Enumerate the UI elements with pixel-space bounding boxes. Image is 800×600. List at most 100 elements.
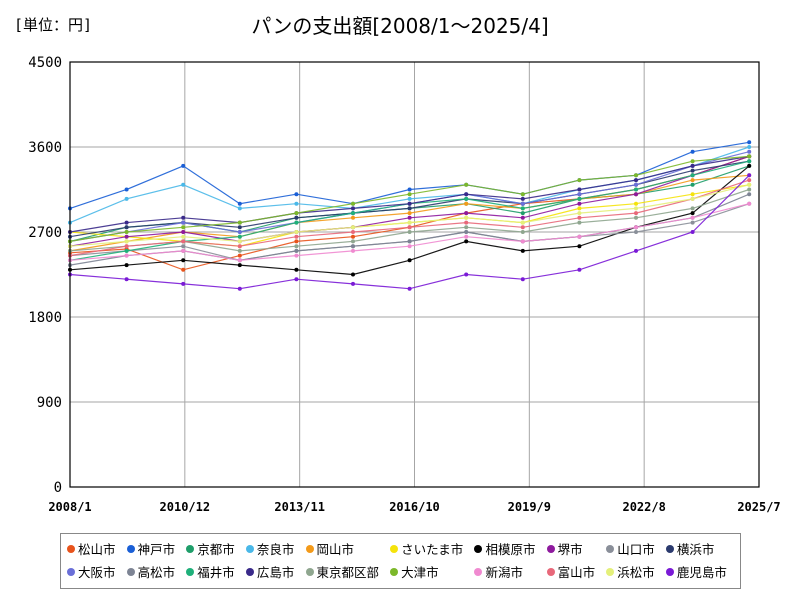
x-tick-label: 2022/8 [622,500,665,514]
series-point [237,206,242,211]
series-point [690,173,695,178]
series-point [520,220,525,225]
legend-label: 大津市 [401,565,439,580]
series-point [520,201,525,206]
series-point [294,253,299,258]
series-line [68,178,752,258]
series-point [294,248,299,253]
legend-label: 岡山市 [316,542,355,557]
legend-item: 新潟市 [474,562,542,581]
series-point [351,281,355,286]
legend-label: 高松市 [137,565,176,580]
series-point [124,253,129,258]
series-point [124,234,129,239]
legend-label: 横浜市 [676,542,715,557]
series-point [577,244,582,249]
series-point [237,201,242,206]
series-point [294,277,299,282]
series-point [634,225,638,230]
legend-label: 福井市 [197,565,235,580]
series-point [407,220,412,225]
legend-item: 鹿児島市 [665,562,734,581]
series-point [747,140,752,145]
y-tick-label: 1800 [28,310,62,326]
legend-item: 富山市 [546,562,603,581]
series-point [351,230,355,234]
legend-marker [665,544,674,553]
line-chart: 0 900 1800 2700 3600 4500 2008/1 2010/12 2013/1… [28,55,780,514]
series-point [690,220,695,225]
series-point [464,196,469,201]
y-tick-label: 4500 [28,55,62,71]
series-point [237,225,242,230]
legend-marker [305,567,314,576]
series-point [124,230,129,234]
legend-label: 奈良市 [256,542,295,557]
x-axis-ticks: 2008/1 2010/12 2013/11 2016/10 2019/9 2022/8 2… [48,500,780,514]
series-point [634,206,638,211]
series-point [407,206,412,211]
series-point [690,168,695,173]
series-point [294,220,299,225]
legend-marker [606,544,615,553]
legend-label: 京都市 [197,542,235,557]
series-point [690,178,695,183]
series-point [407,192,412,197]
legend-item: 山口市 [606,539,662,558]
series-point [577,234,582,239]
series-point [351,272,355,277]
series-point [464,211,469,216]
series-point [577,192,582,197]
series-point [520,230,525,234]
legend-marker [305,544,314,553]
series-point [294,230,299,234]
series-point [351,248,355,253]
y-tick-label: 900 [37,395,62,411]
series-point [464,272,469,277]
y-tick-label: 0 [54,480,62,496]
series-point [237,253,242,258]
series-point [577,196,582,201]
series-point [520,239,525,244]
series-point [577,215,582,220]
series-point [747,154,752,159]
series-point [634,211,638,216]
legend-marker [186,544,195,553]
legend-marker [245,567,254,576]
legend-label: 神戸市 [137,542,176,557]
legend-label: 松山市 [78,542,116,557]
legend-label: 東京都区部 [316,565,380,580]
series-point [124,244,129,249]
y-tick-label: 3600 [28,140,62,156]
series-point [181,258,186,263]
legend-marker [390,567,399,576]
legend-item: 大津市 [390,562,470,581]
series-point [634,187,638,192]
legend-marker [245,544,254,553]
x-tick-label: 2025/7 [737,500,780,514]
series-point [181,163,186,168]
legend-item: さいたま市 [390,539,470,558]
series-point [237,258,242,263]
legend-item: 高松市 [126,562,183,581]
x-tick-label: 2013/11 [274,500,325,514]
legend-item: 神戸市 [126,539,183,558]
series-point [407,201,412,206]
series-point [294,244,299,249]
legend-label: 相模原市 [485,542,536,557]
legend-item: 堺市 [546,539,603,558]
series-point [407,239,412,244]
series-point [577,178,582,183]
series-point [690,192,695,197]
series-point [464,230,469,234]
series-point [351,225,355,230]
series-point [634,192,638,197]
series-point [520,206,525,211]
series-point [124,248,129,253]
series-point [690,206,695,211]
x-tick-label: 2008/1 [48,500,91,514]
series-point [690,159,695,164]
series-point [237,244,242,249]
series-point [634,248,638,253]
series-point [407,286,412,291]
